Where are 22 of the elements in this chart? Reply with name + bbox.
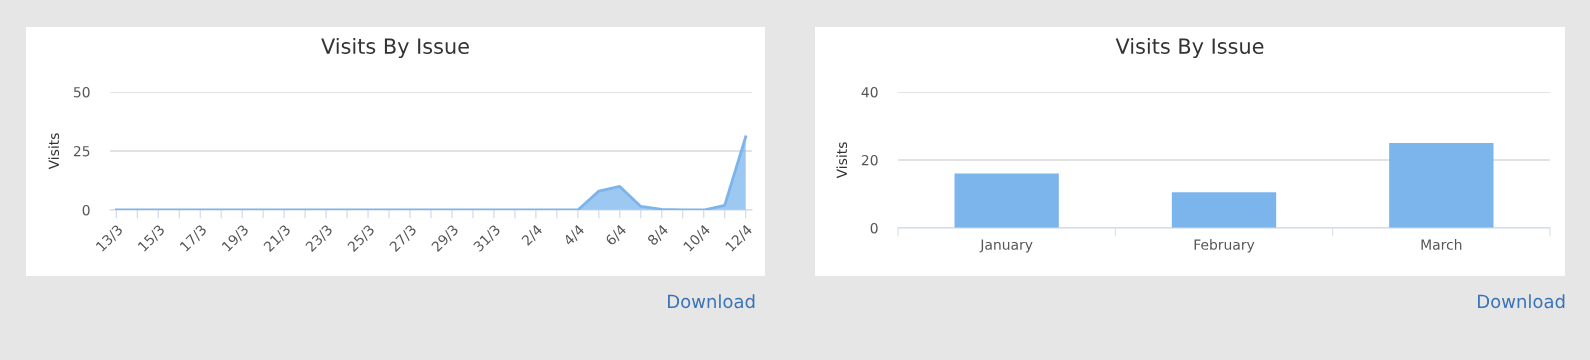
x-tick-label: 2/4 [520,223,544,247]
x-tick-label: 4/4 [562,224,586,247]
chart-title: Visits By Issue [321,37,469,59]
y-tick-label: 0 [82,204,90,216]
x-tick-label: February [1194,239,1255,253]
chart-title: Visits By Issue [1115,37,1264,59]
bar [954,173,1059,228]
x-tick-label: March [1421,239,1462,250]
x-tick-label: January [979,239,1033,253]
y-tick-label: 0 [870,222,878,234]
y-tick-label: 25 [73,145,90,157]
y-axis-title: Visits [836,142,848,179]
y-tick-label: 50 [73,86,90,98]
text: Download [1478,294,1565,309]
x-tick-label: 6/4 [604,223,628,247]
bar [1171,192,1277,228]
bar [1389,143,1494,228]
y-tick-label: 40 [861,86,878,98]
x-tick-label: 8/4 [646,223,670,247]
text: Download [668,294,755,309]
y-tick-label: 20 [861,154,878,166]
y-axis-title: Visits [48,133,60,170]
